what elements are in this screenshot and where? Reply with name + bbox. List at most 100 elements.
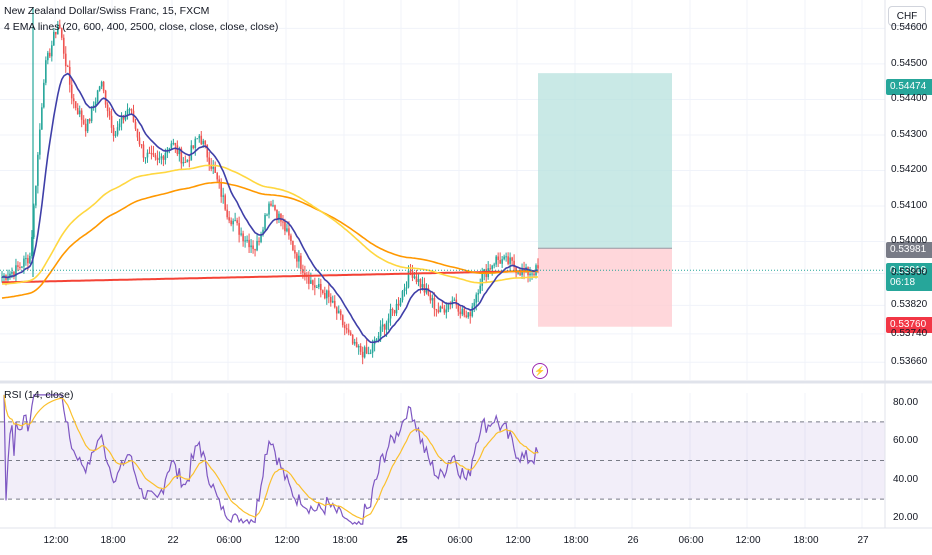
candle-body	[312, 280, 314, 286]
candle-body	[437, 310, 440, 313]
candle-body	[260, 234, 262, 243]
candle-body	[156, 157, 159, 160]
candle-body	[395, 303, 398, 314]
candle-body	[266, 214, 268, 216]
candle-body	[341, 315, 344, 326]
candle-body	[210, 165, 213, 169]
candle-body	[78, 110, 81, 115]
candle-body	[98, 86, 101, 91]
candle-body	[467, 312, 470, 318]
candle-body	[304, 272, 306, 275]
lightning-icon[interactable]: ⚡	[532, 363, 548, 379]
candle-body	[262, 229, 264, 235]
candle-body	[335, 307, 338, 314]
candle-body	[513, 260, 515, 268]
price-tick-label: 0.54500	[891, 57, 928, 69]
candle-body	[214, 166, 217, 173]
candle-body	[132, 110, 135, 123]
candle-body	[421, 284, 424, 288]
rsi-line	[3, 394, 539, 525]
candle-body	[202, 140, 205, 145]
candle-body	[322, 290, 324, 294]
candle-body	[457, 304, 460, 312]
candle-body	[409, 270, 412, 272]
candle-body	[270, 203, 272, 206]
candle-body	[345, 328, 348, 330]
candle-body	[505, 256, 507, 258]
candle-body	[308, 276, 310, 284]
candle-body	[33, 205, 35, 238]
candle-body	[276, 209, 278, 220]
candle-body	[31, 237, 33, 257]
candle-body	[465, 315, 468, 318]
candle-body	[94, 101, 97, 106]
candle-body	[228, 217, 230, 221]
candle-body	[120, 115, 123, 124]
candle-body	[220, 182, 222, 197]
candle-body	[389, 308, 392, 319]
candle-body	[72, 98, 75, 102]
candle-body	[499, 259, 501, 264]
candle-body	[310, 280, 312, 284]
candle-body	[296, 253, 298, 262]
candle-body	[533, 273, 535, 276]
candle-body	[82, 119, 85, 124]
candle-body	[509, 257, 511, 264]
candle-body	[35, 185, 37, 206]
candle-body	[19, 266, 21, 268]
candle-body	[110, 115, 113, 128]
candle-body	[443, 308, 446, 313]
candle-body	[246, 239, 248, 241]
candle-body	[294, 250, 296, 254]
ema-20-line	[1, 72, 539, 344]
candle-body	[331, 300, 334, 303]
candle-body	[55, 31, 57, 35]
currency-unit-button[interactable]: CHF	[888, 6, 926, 26]
candle-body	[170, 143, 173, 149]
candle-body	[138, 137, 141, 145]
candle-body	[53, 31, 55, 46]
ema-2500-line	[2, 269, 538, 284]
time-tick-label: 18:00	[793, 535, 819, 546]
candle-body	[399, 300, 402, 306]
candle-body	[359, 345, 362, 352]
candle-body	[290, 235, 292, 242]
candle-body	[140, 144, 143, 146]
candle-body	[128, 109, 131, 111]
time-tick-label: 22	[167, 535, 179, 546]
candle-body	[9, 273, 11, 278]
candle-body	[433, 298, 436, 310]
candle-body	[90, 106, 93, 122]
candle-body	[314, 285, 316, 288]
rsi-tick-label: 80.00	[893, 396, 919, 408]
candle-body	[385, 322, 388, 330]
candle-body	[278, 213, 280, 220]
candle-body	[196, 138, 199, 140]
candle-body	[469, 312, 472, 317]
price-tick-label: 0.54000	[891, 235, 928, 247]
candle-body	[325, 290, 328, 299]
candle-body	[152, 153, 155, 156]
candle-body	[318, 283, 320, 288]
price-tick-label: 0.53660	[891, 356, 928, 368]
candle-body	[76, 107, 79, 115]
price-tick-label: 0.53820	[891, 299, 928, 311]
candle-body	[174, 142, 177, 146]
candle-body	[70, 84, 73, 99]
candle-body	[96, 90, 99, 102]
candle-body	[150, 153, 153, 155]
candle-body	[403, 288, 406, 292]
candle-body	[495, 256, 497, 265]
candle-body	[37, 154, 39, 186]
time-tick-label: 12:00	[505, 535, 531, 546]
candle-body	[471, 306, 474, 317]
candle-body	[497, 256, 499, 260]
candle-body	[164, 153, 167, 160]
candle-body	[423, 284, 426, 293]
candle-body	[158, 158, 161, 160]
candle-body	[21, 266, 23, 268]
profit-zone	[538, 73, 672, 249]
candle-body	[244, 240, 246, 242]
